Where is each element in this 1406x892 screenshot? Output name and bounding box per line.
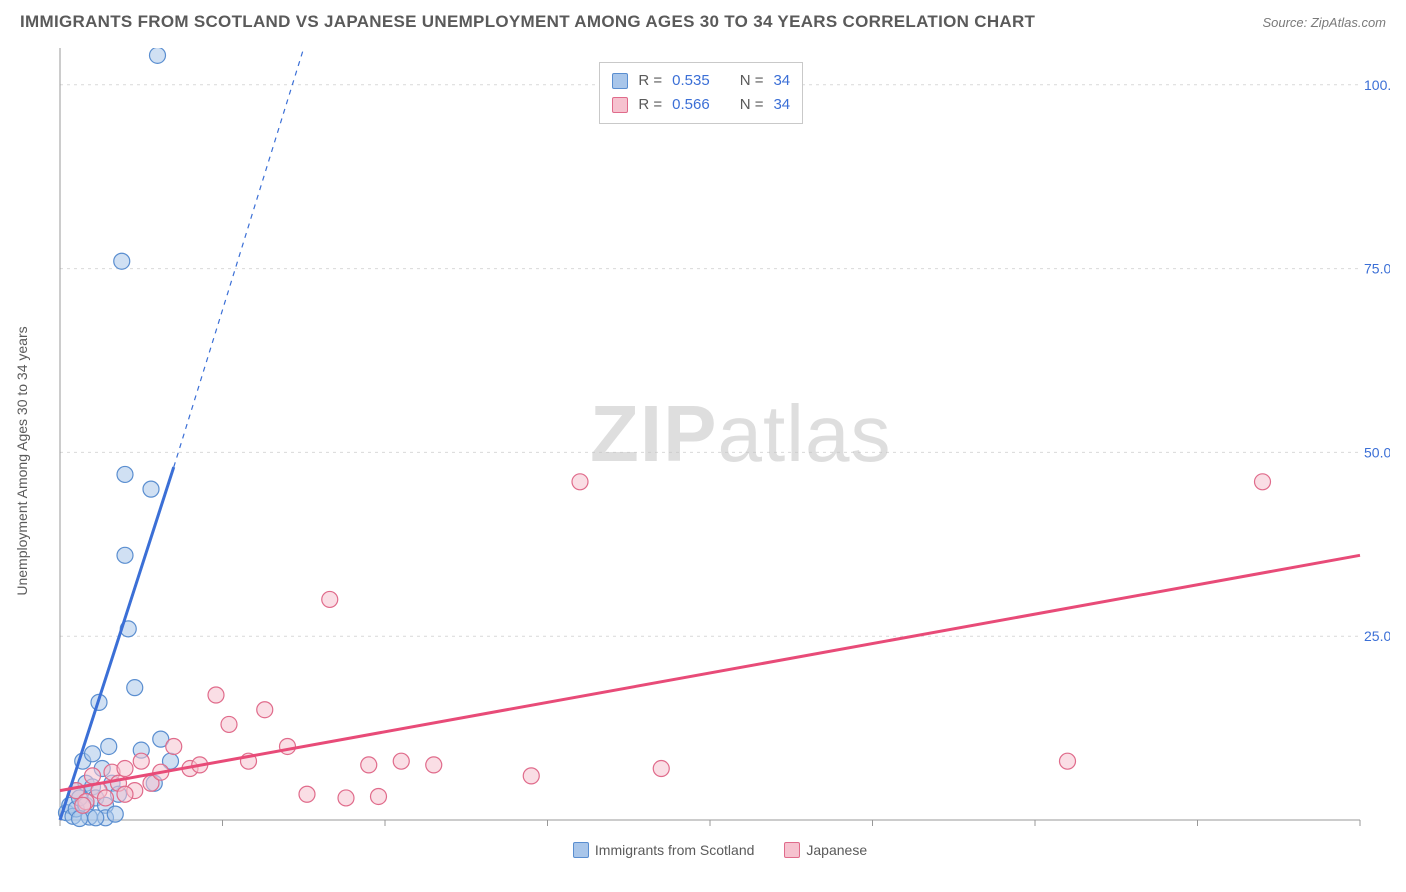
trend-line-extrapolated xyxy=(174,48,304,467)
data-point xyxy=(322,591,338,607)
data-point xyxy=(107,806,123,822)
r-value: 0.535 xyxy=(672,69,710,93)
r-value: 0.566 xyxy=(672,93,710,117)
data-point xyxy=(88,810,104,826)
data-point xyxy=(393,753,409,769)
data-point xyxy=(653,761,669,777)
n-value: 34 xyxy=(773,69,790,93)
data-point xyxy=(85,746,101,762)
n-label: N = xyxy=(740,69,764,93)
data-point xyxy=(280,738,296,754)
data-point xyxy=(572,474,588,490)
data-point xyxy=(117,466,133,482)
y-tick-label: 25.0% xyxy=(1364,628,1390,644)
legend-label: Immigrants from Scotland xyxy=(595,842,755,858)
legend-swatch xyxy=(573,842,589,858)
source-attribution: Source: ZipAtlas.com xyxy=(1262,15,1386,30)
y-tick-label: 75.0% xyxy=(1364,261,1390,277)
r-label: R = xyxy=(638,69,662,93)
data-point xyxy=(117,761,133,777)
n-label: N = xyxy=(740,93,764,117)
data-point xyxy=(371,788,387,804)
chart-container: Unemployment Among Ages 30 to 34 years 2… xyxy=(50,48,1390,858)
y-axis-label: Unemployment Among Ages 30 to 34 years xyxy=(14,326,30,595)
stats-swatch xyxy=(612,97,628,113)
data-point xyxy=(127,680,143,696)
data-point xyxy=(299,786,315,802)
stats-swatch xyxy=(612,73,628,89)
data-point xyxy=(98,790,114,806)
r-label: R = xyxy=(638,93,662,117)
y-tick-label: 100.0% xyxy=(1364,77,1390,93)
stats-row: R = 0.566 N = 34 xyxy=(612,93,790,117)
data-point xyxy=(117,547,133,563)
data-point xyxy=(221,716,237,732)
data-point xyxy=(166,738,182,754)
legend-item: Japanese xyxy=(784,842,867,858)
legend-item: Immigrants from Scotland xyxy=(573,842,755,858)
data-point xyxy=(85,768,101,784)
n-value: 34 xyxy=(773,93,790,117)
trend-line xyxy=(60,555,1360,790)
data-point xyxy=(338,790,354,806)
data-point xyxy=(143,481,159,497)
scatter-plot: 25.0%50.0%75.0%100.0%0.0%40.0% xyxy=(50,48,1390,828)
data-point xyxy=(257,702,273,718)
legend-label: Japanese xyxy=(806,842,867,858)
data-point xyxy=(523,768,539,784)
legend-swatch xyxy=(784,842,800,858)
data-point xyxy=(117,786,133,802)
data-point xyxy=(150,48,166,63)
stats-legend: R = 0.535 N = 34 R = 0.566 N = 34 xyxy=(599,62,803,124)
data-point xyxy=(1255,474,1271,490)
data-point xyxy=(426,757,442,773)
data-point xyxy=(114,253,130,269)
data-point xyxy=(208,687,224,703)
stats-row: R = 0.535 N = 34 xyxy=(612,69,790,93)
data-point xyxy=(101,738,117,754)
data-point xyxy=(75,797,91,813)
data-point xyxy=(133,753,149,769)
chart-title: IMMIGRANTS FROM SCOTLAND VS JAPANESE UNE… xyxy=(20,12,1035,32)
series-legend: Immigrants from Scotland Japanese xyxy=(50,842,1390,858)
y-tick-label: 50.0% xyxy=(1364,444,1390,460)
data-point xyxy=(1060,753,1076,769)
data-point xyxy=(361,757,377,773)
